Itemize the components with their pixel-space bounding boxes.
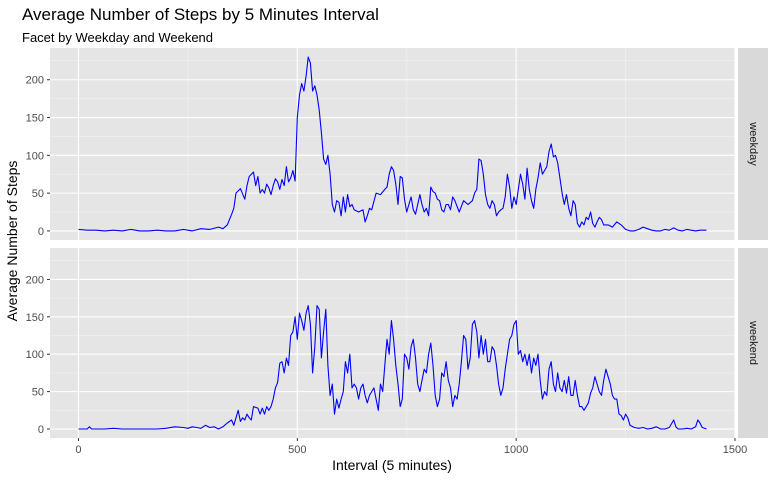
y-tick-label: 0 [38,424,44,436]
x-tick-label: 500 [288,444,306,456]
y-tick-label: 200 [26,75,44,87]
y-tick-label: 150 [26,113,44,125]
facet-panel-weekday: 0 50 100 150 200 weekday [26,48,768,240]
panel-background [50,248,735,438]
series-line-weekday [78,56,707,232]
chart-title: Average Number of Steps by 5 Minutes Int… [22,5,379,24]
facet-strip-label: weekday [747,121,759,166]
x-axis-title: Interval (5 minutes) [332,457,452,473]
y-tick-label: 150 [26,312,44,324]
facet-strip [738,248,768,438]
chart-subtitle: Facet by Weekday and Weekend [22,30,213,45]
y-tick-label: 0 [38,226,44,238]
y-tick-label: 50 [32,188,44,200]
facet-panels: 0 50 100 150 200 weekday 0 50 100 150 200 weekend 0 5… [26,48,768,456]
y-tick-label: 100 [26,349,44,361]
facet-strip-label: weekend [747,320,759,365]
y-tick-label: 50 [32,387,44,399]
y-tick-label: 100 [26,150,44,162]
y-tick-label: 200 [26,274,44,286]
panel-background [50,48,735,240]
facet-panel-weekend: 0 50 100 150 200 weekend 0 500 1000 1500 [26,248,768,456]
x-tick-label: 0 [75,444,81,456]
y-axis-title: Average Number of Steps [4,161,20,322]
x-tick-label: 1000 [504,444,528,456]
x-tick-label: 1500 [723,444,747,456]
facet-strip [738,48,768,240]
series-line-weekend [78,305,707,430]
